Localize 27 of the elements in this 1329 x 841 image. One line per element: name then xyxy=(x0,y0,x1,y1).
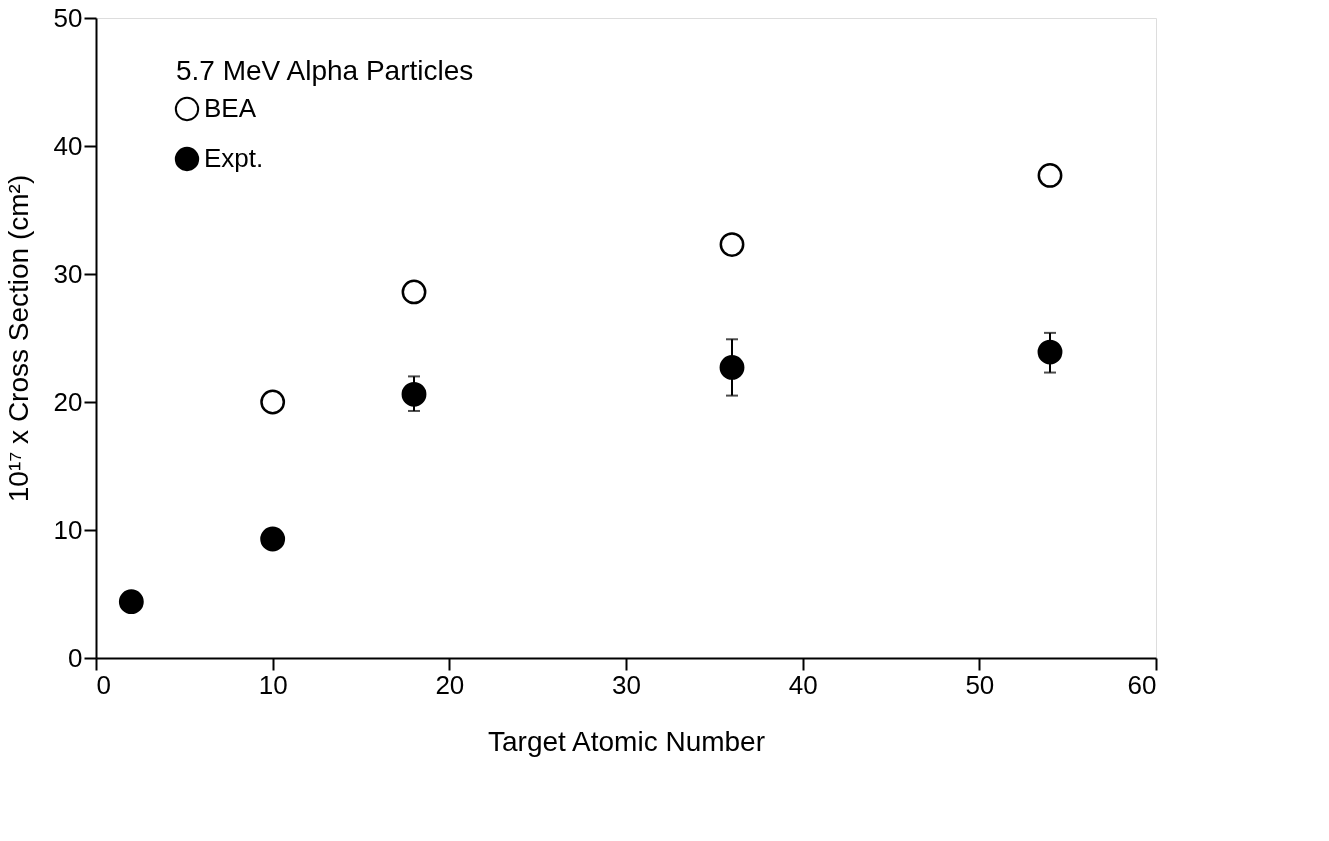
y-tick-label: 40 xyxy=(53,130,83,161)
y-tick-label: 50 xyxy=(53,2,83,33)
y-axis-title: 10¹⁷ x Cross Section (cm²) xyxy=(2,174,34,503)
legend-label: BEA xyxy=(204,93,257,123)
point xyxy=(260,389,286,415)
point xyxy=(1037,339,1063,365)
y-tick-label: 20 xyxy=(53,386,83,417)
point xyxy=(1037,163,1063,188)
y-tick-label: 30 xyxy=(53,258,83,289)
x-tick-label: 20 xyxy=(435,669,465,700)
x-tick-label: 60 xyxy=(1127,669,1157,700)
y-tick-label: 0 xyxy=(68,642,83,673)
y-tick-label: 10 xyxy=(53,514,83,545)
point xyxy=(719,232,745,257)
point xyxy=(401,381,427,407)
x-tick-label: 10 xyxy=(258,669,288,700)
point xyxy=(719,355,745,380)
x-tick-label: 50 xyxy=(965,669,995,700)
point xyxy=(401,279,427,305)
x-tick-label: 0 xyxy=(96,669,111,700)
point xyxy=(118,589,144,615)
x-tick-label: 30 xyxy=(612,669,641,700)
legend-label: Expt. xyxy=(204,143,264,173)
annotation: 5.7 MeV Alpha Particles xyxy=(176,55,474,86)
x-axis-title: Target Atomic Number xyxy=(488,725,765,757)
x-tick-label: 40 xyxy=(788,669,818,700)
point xyxy=(260,526,286,552)
